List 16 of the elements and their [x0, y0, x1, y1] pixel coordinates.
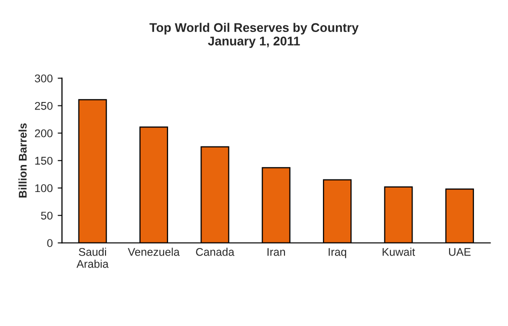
y-tick-label: 0 — [47, 239, 53, 248]
y-axis-title: Billion Barrels — [18, 123, 27, 198]
x-tick-label: Saudi Arabia — [76, 248, 109, 268]
y-tick-label: 300 — [34, 74, 53, 82]
x-tick-label: UAE — [449, 248, 471, 256]
x-tick-label: Canada — [196, 248, 234, 256]
x-tick-label: Iran — [268, 248, 285, 256]
y-tick-label: 150 — [35, 156, 53, 165]
x-tick-label: Venezuela — [128, 248, 180, 256]
chart-title: Top World Oil Reserves by Country January 1, 2011 — [149, 22, 359, 48]
y-tick-label: 200 — [34, 129, 53, 138]
y-tick-label: 250 — [34, 102, 53, 110]
x-tick-label: Kuwait — [382, 248, 416, 256]
x-tick-label: Iraq — [328, 248, 346, 258]
y-tick-label: 50 — [41, 212, 53, 220]
y-tick-label: 100 — [35, 184, 53, 192]
